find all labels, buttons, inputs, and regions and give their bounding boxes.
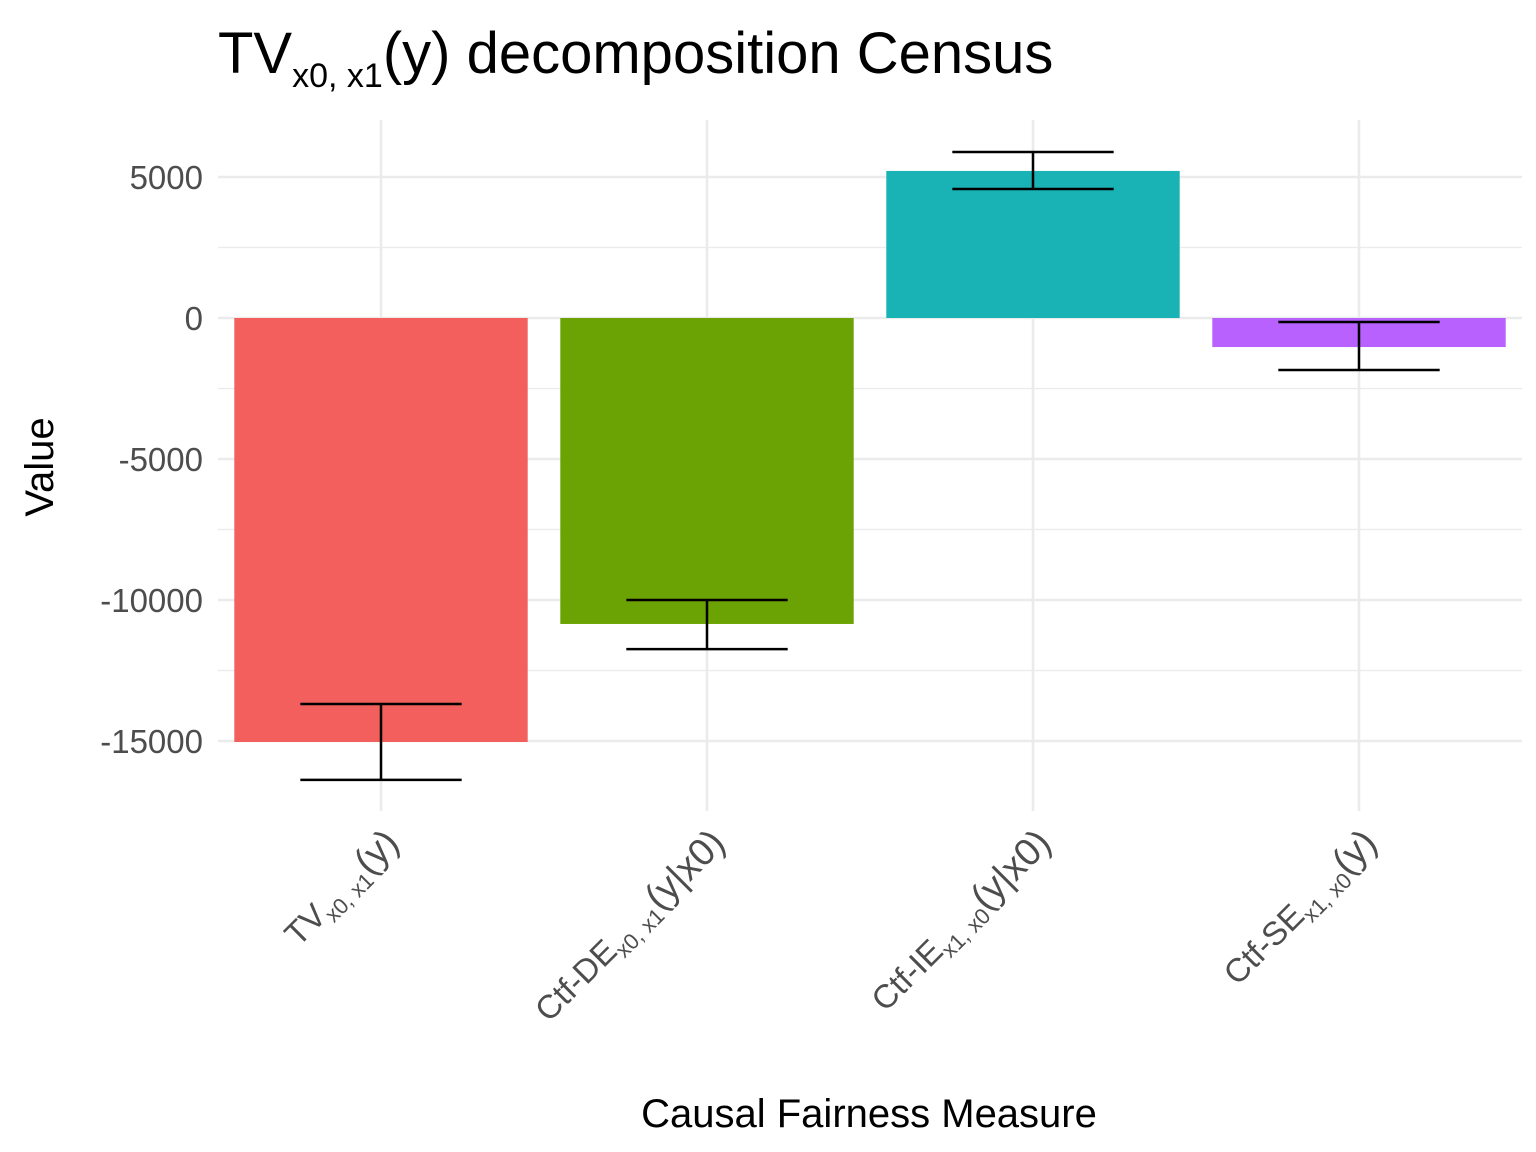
x-tick-main: Ctf-SE [1216,897,1311,992]
svg-text:TVx0, x1(y) decomposition Cens: TVx0, x1(y) decomposition Census [218,21,1053,95]
title-paren: (y) [383,21,451,86]
y-axis-title: Value [18,417,62,516]
x-tick-label: Ctf-SEx1, x0(y) [1214,822,1388,996]
x-tick-main: Ctf-DE [528,932,624,1028]
error-bar [300,702,462,782]
bar [560,318,854,624]
chart-title: TVx0, x1(y) decomposition Census [218,21,1053,95]
x-axis-title: Causal Fairness Measure [641,1092,1097,1136]
x-axis-ticks: TVx0, x1(y) Ctf-DEx0, x1(y|x0) Ctf-IEx1, x… [275,822,1388,1033]
error-bar [952,150,1114,191]
x-tick-argument: (y|x0) [637,822,733,918]
y-tick-label: 0 [185,300,203,337]
x-tick-argument: (y|x0) [963,822,1059,918]
y-tick-label: -5000 [119,441,203,478]
x-tick-label: Ctf-DEx0, x1(y|x0) [525,822,736,1033]
y-tick-label: -10000 [100,582,203,619]
y-axis-ticks: 5000 0 -5000 -10000 -15000 [100,159,203,760]
x-tick-label: Ctf-IEx1, x0(y|x0) [862,822,1062,1022]
title-main: TV [218,21,292,86]
y-tick-label: -15000 [100,723,203,760]
bars [234,170,1506,742]
error-bar [1278,320,1440,372]
error-bars [300,150,1440,782]
x-tick-label: TVx0, x1(y) [275,822,410,957]
bar [234,318,528,742]
title-subscript: x0, x1 [292,57,383,95]
error-bar [626,598,788,651]
bar [886,170,1180,318]
title-rest: decomposition Census [450,21,1053,86]
y-tick-label: 5000 [130,159,203,196]
